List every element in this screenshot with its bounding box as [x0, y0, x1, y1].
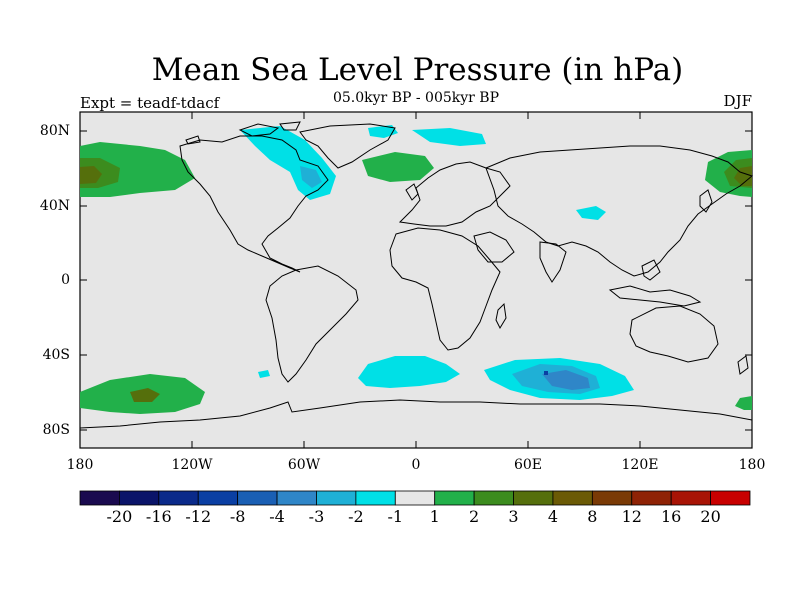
contour-arctic-negative-2 — [412, 128, 486, 146]
colorbar-label: 16 — [660, 507, 682, 526]
lat-tick-label: 80S — [42, 422, 70, 438]
contour-south-atlantic-negative — [358, 356, 460, 388]
colorbar-label: 20 — [700, 507, 721, 526]
lat-tick-label: 0 — [61, 272, 70, 288]
coast-new-zealand — [737, 355, 749, 375]
lon-tick-label: 0 — [411, 457, 421, 473]
colorbar-swatch — [710, 490, 751, 506]
colorbar-label: 8 — [587, 507, 598, 526]
lon-tick-label: 60E — [513, 457, 543, 473]
contour-central-asia-negative — [576, 206, 606, 220]
colorbar-label: 2 — [469, 507, 480, 526]
coast-madagascar — [495, 302, 507, 330]
coast-south-america — [265, 265, 359, 383]
colorbar-swatch — [591, 490, 633, 506]
colorbar-label: 12 — [621, 507, 642, 526]
colorbar-label: -20 — [106, 507, 133, 526]
colorbar-swatch — [237, 490, 278, 506]
axis-ticks — [80, 112, 752, 448]
colorbar-swatch — [316, 490, 357, 506]
colorbar-swatch — [276, 490, 317, 506]
lat-tick-label: 80N — [39, 123, 70, 139]
contour-tasman-positive — [735, 396, 752, 410]
colorbar-swatch — [513, 490, 554, 506]
coast-north-america — [179, 135, 329, 273]
lon-tick-label: 180 — [738, 457, 766, 473]
colorbar-label: 4 — [547, 507, 559, 526]
colorbar — [79, 490, 751, 506]
lon-tick-label: 60W — [287, 457, 321, 473]
coast-arctic-islands — [185, 121, 301, 145]
colorbar-label: -12 — [185, 507, 212, 526]
contour-south-indian-point — [544, 371, 548, 375]
colorbar-swatch — [79, 490, 120, 506]
colorbar-swatch — [394, 490, 436, 506]
chart-subtitle: 05.0kyr BP - 005kyr BP — [332, 90, 499, 106]
colorbar-swatch — [197, 490, 239, 506]
coast-australia — [629, 305, 719, 363]
coast-antarctica — [79, 399, 753, 429]
colorbar-swatch — [552, 490, 593, 506]
colorbar-swatch — [434, 490, 475, 506]
lat-tick-label: 40S — [42, 347, 70, 363]
colorbar-swatch — [355, 490, 396, 506]
lon-tick-label: 120W — [171, 457, 213, 473]
colorbar-label: 1 — [429, 507, 440, 526]
anomaly-contours — [80, 125, 752, 414]
season-label: DJF — [723, 92, 752, 110]
colorbar-swatch — [473, 490, 514, 506]
colorbar-label: -3 — [308, 507, 325, 526]
contour-north-pacific-west-core — [80, 166, 102, 184]
experiment-label: Expt = teadf-tdacf — [80, 94, 220, 112]
contour-patch-negative — [258, 370, 270, 378]
lon-tick-label: 180 — [66, 457, 94, 473]
colorbar-swatch — [158, 490, 199, 506]
coastlines — [79, 121, 754, 429]
contour-south-indian-core — [542, 370, 590, 390]
lat-tick-label: 40N — [39, 198, 70, 214]
colorbar-label: -2 — [348, 507, 364, 526]
coast-india — [539, 241, 567, 283]
colorbar-label: -1 — [387, 507, 404, 526]
coast-indonesia — [608, 259, 702, 307]
coast-japan — [699, 189, 713, 213]
coast-british-isles — [405, 183, 419, 201]
contour-baffin-negative-inner — [300, 166, 322, 188]
colorbar-label: -4 — [269, 507, 285, 526]
colorbar-swatch — [631, 490, 672, 506]
contour-south-pacific-positive-inner — [130, 388, 160, 402]
coast-arabia — [473, 231, 515, 263]
coast-africa — [389, 227, 501, 351]
coast-greenland — [299, 123, 396, 169]
coast-asia — [485, 145, 754, 277]
colorbar-label: -8 — [229, 507, 246, 526]
contour-greenland-positive — [362, 152, 434, 182]
colorbar-swatch — [119, 490, 160, 506]
lon-tick-label: 120E — [621, 457, 659, 473]
colorbar-label: 3 — [508, 507, 519, 526]
colorbar-swatch — [670, 490, 711, 506]
colorbar-label: -16 — [145, 507, 172, 526]
chart-title: Mean Sea Level Pressure (in hPa) — [151, 52, 684, 88]
